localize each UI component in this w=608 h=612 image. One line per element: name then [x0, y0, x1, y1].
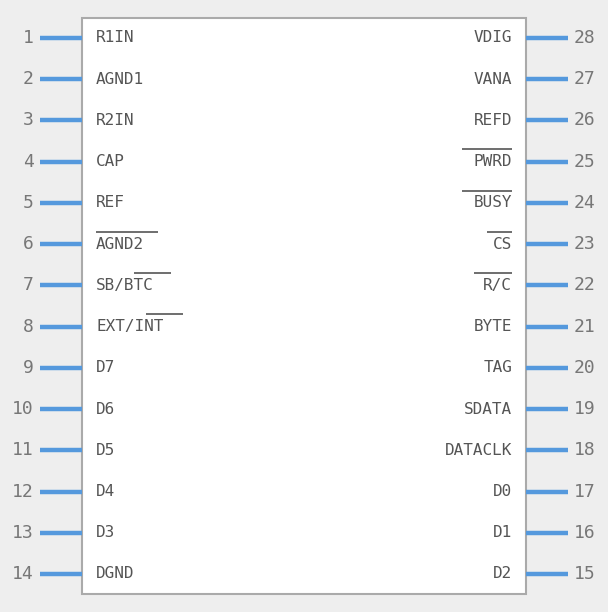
Text: 18: 18	[574, 441, 596, 460]
Text: EXT/INT: EXT/INT	[96, 319, 164, 334]
Text: D1: D1	[492, 525, 512, 540]
Text: R/C: R/C	[483, 278, 512, 293]
Text: 28: 28	[574, 29, 596, 47]
Text: AGND2: AGND2	[96, 237, 144, 252]
Text: D4: D4	[96, 484, 116, 499]
Text: 10: 10	[12, 400, 34, 418]
Text: 8: 8	[23, 318, 34, 335]
Text: 12: 12	[12, 482, 34, 501]
Text: 6: 6	[23, 235, 34, 253]
Text: 17: 17	[574, 482, 596, 501]
Text: 4: 4	[23, 152, 34, 171]
Text: 1: 1	[23, 29, 34, 47]
Text: SDATA: SDATA	[464, 401, 512, 417]
Text: PWRD: PWRD	[474, 154, 512, 169]
Text: SB/BTC: SB/BTC	[96, 278, 154, 293]
Text: BUSY: BUSY	[474, 195, 512, 211]
Text: D5: D5	[96, 443, 116, 458]
Text: AGND1: AGND1	[96, 72, 144, 87]
Text: 15: 15	[574, 565, 596, 583]
Text: VDIG: VDIG	[474, 31, 512, 45]
Text: 5: 5	[23, 194, 34, 212]
Text: BYTE: BYTE	[474, 319, 512, 334]
Text: REFD: REFD	[474, 113, 512, 128]
Text: VANA: VANA	[474, 72, 512, 87]
Text: D6: D6	[96, 401, 116, 417]
Text: DGND: DGND	[96, 567, 134, 581]
Text: CS: CS	[492, 237, 512, 252]
Text: 20: 20	[574, 359, 596, 377]
Text: 16: 16	[574, 524, 596, 542]
Text: TAG: TAG	[483, 360, 512, 375]
Text: 23: 23	[574, 235, 596, 253]
Text: DATACLK: DATACLK	[444, 443, 512, 458]
Text: 19: 19	[574, 400, 596, 418]
Text: 9: 9	[23, 359, 34, 377]
Text: 7: 7	[23, 277, 34, 294]
Text: D3: D3	[96, 525, 116, 540]
Text: REF: REF	[96, 195, 125, 211]
Text: 24: 24	[574, 194, 596, 212]
Text: 27: 27	[574, 70, 596, 88]
Text: D7: D7	[96, 360, 116, 375]
Text: D2: D2	[492, 567, 512, 581]
Text: D0: D0	[492, 484, 512, 499]
Text: 22: 22	[574, 277, 596, 294]
Text: R2IN: R2IN	[96, 113, 134, 128]
Text: 26: 26	[574, 111, 596, 130]
Text: CAP: CAP	[96, 154, 125, 169]
Text: 14: 14	[12, 565, 34, 583]
Text: 25: 25	[574, 152, 596, 171]
Text: R1IN: R1IN	[96, 31, 134, 45]
Text: 3: 3	[23, 111, 34, 130]
Text: 13: 13	[12, 524, 34, 542]
Bar	[82, 18, 526, 594]
Text: 21: 21	[574, 318, 596, 335]
Text: 2: 2	[23, 70, 34, 88]
Text: 11: 11	[12, 441, 34, 460]
